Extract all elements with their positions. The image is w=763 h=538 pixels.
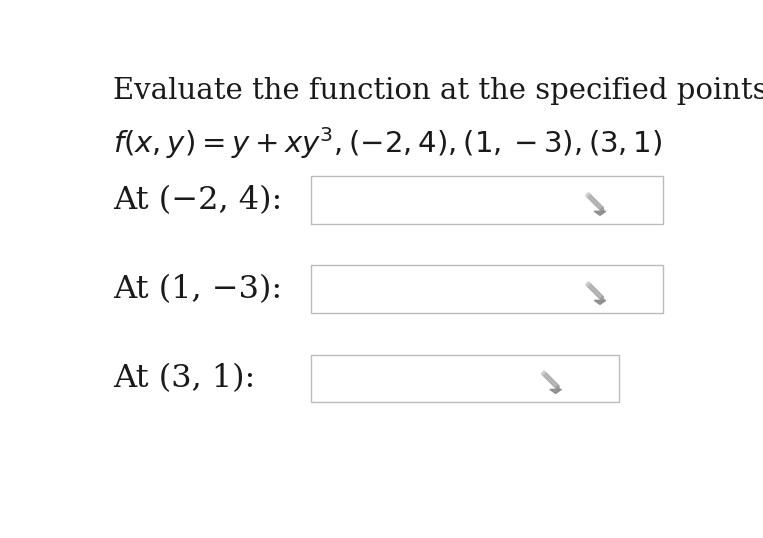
Polygon shape [587, 283, 603, 299]
Polygon shape [586, 193, 590, 197]
Polygon shape [541, 371, 546, 375]
FancyBboxPatch shape [311, 176, 663, 224]
Text: At (3, 1):: At (3, 1): [113, 363, 256, 394]
Polygon shape [600, 296, 604, 300]
Polygon shape [594, 300, 606, 305]
Polygon shape [550, 390, 562, 393]
Text: At (−2, 4):: At (−2, 4): [113, 185, 282, 216]
Polygon shape [587, 194, 603, 210]
Polygon shape [600, 207, 604, 211]
Text: At (1, −3):: At (1, −3): [113, 274, 282, 305]
Polygon shape [594, 211, 606, 215]
Text: $f(x, y) = y + xy^3, (-2, 4), (1, -3), (3, 1)$: $f(x, y) = y + xy^3, (-2, 4), (1, -3), (… [113, 125, 662, 161]
Polygon shape [542, 372, 559, 388]
Text: Evaluate the function at the specified points.: Evaluate the function at the specified p… [113, 77, 763, 105]
FancyBboxPatch shape [311, 265, 663, 313]
Polygon shape [586, 282, 590, 286]
FancyBboxPatch shape [311, 355, 619, 402]
Polygon shape [555, 385, 559, 389]
